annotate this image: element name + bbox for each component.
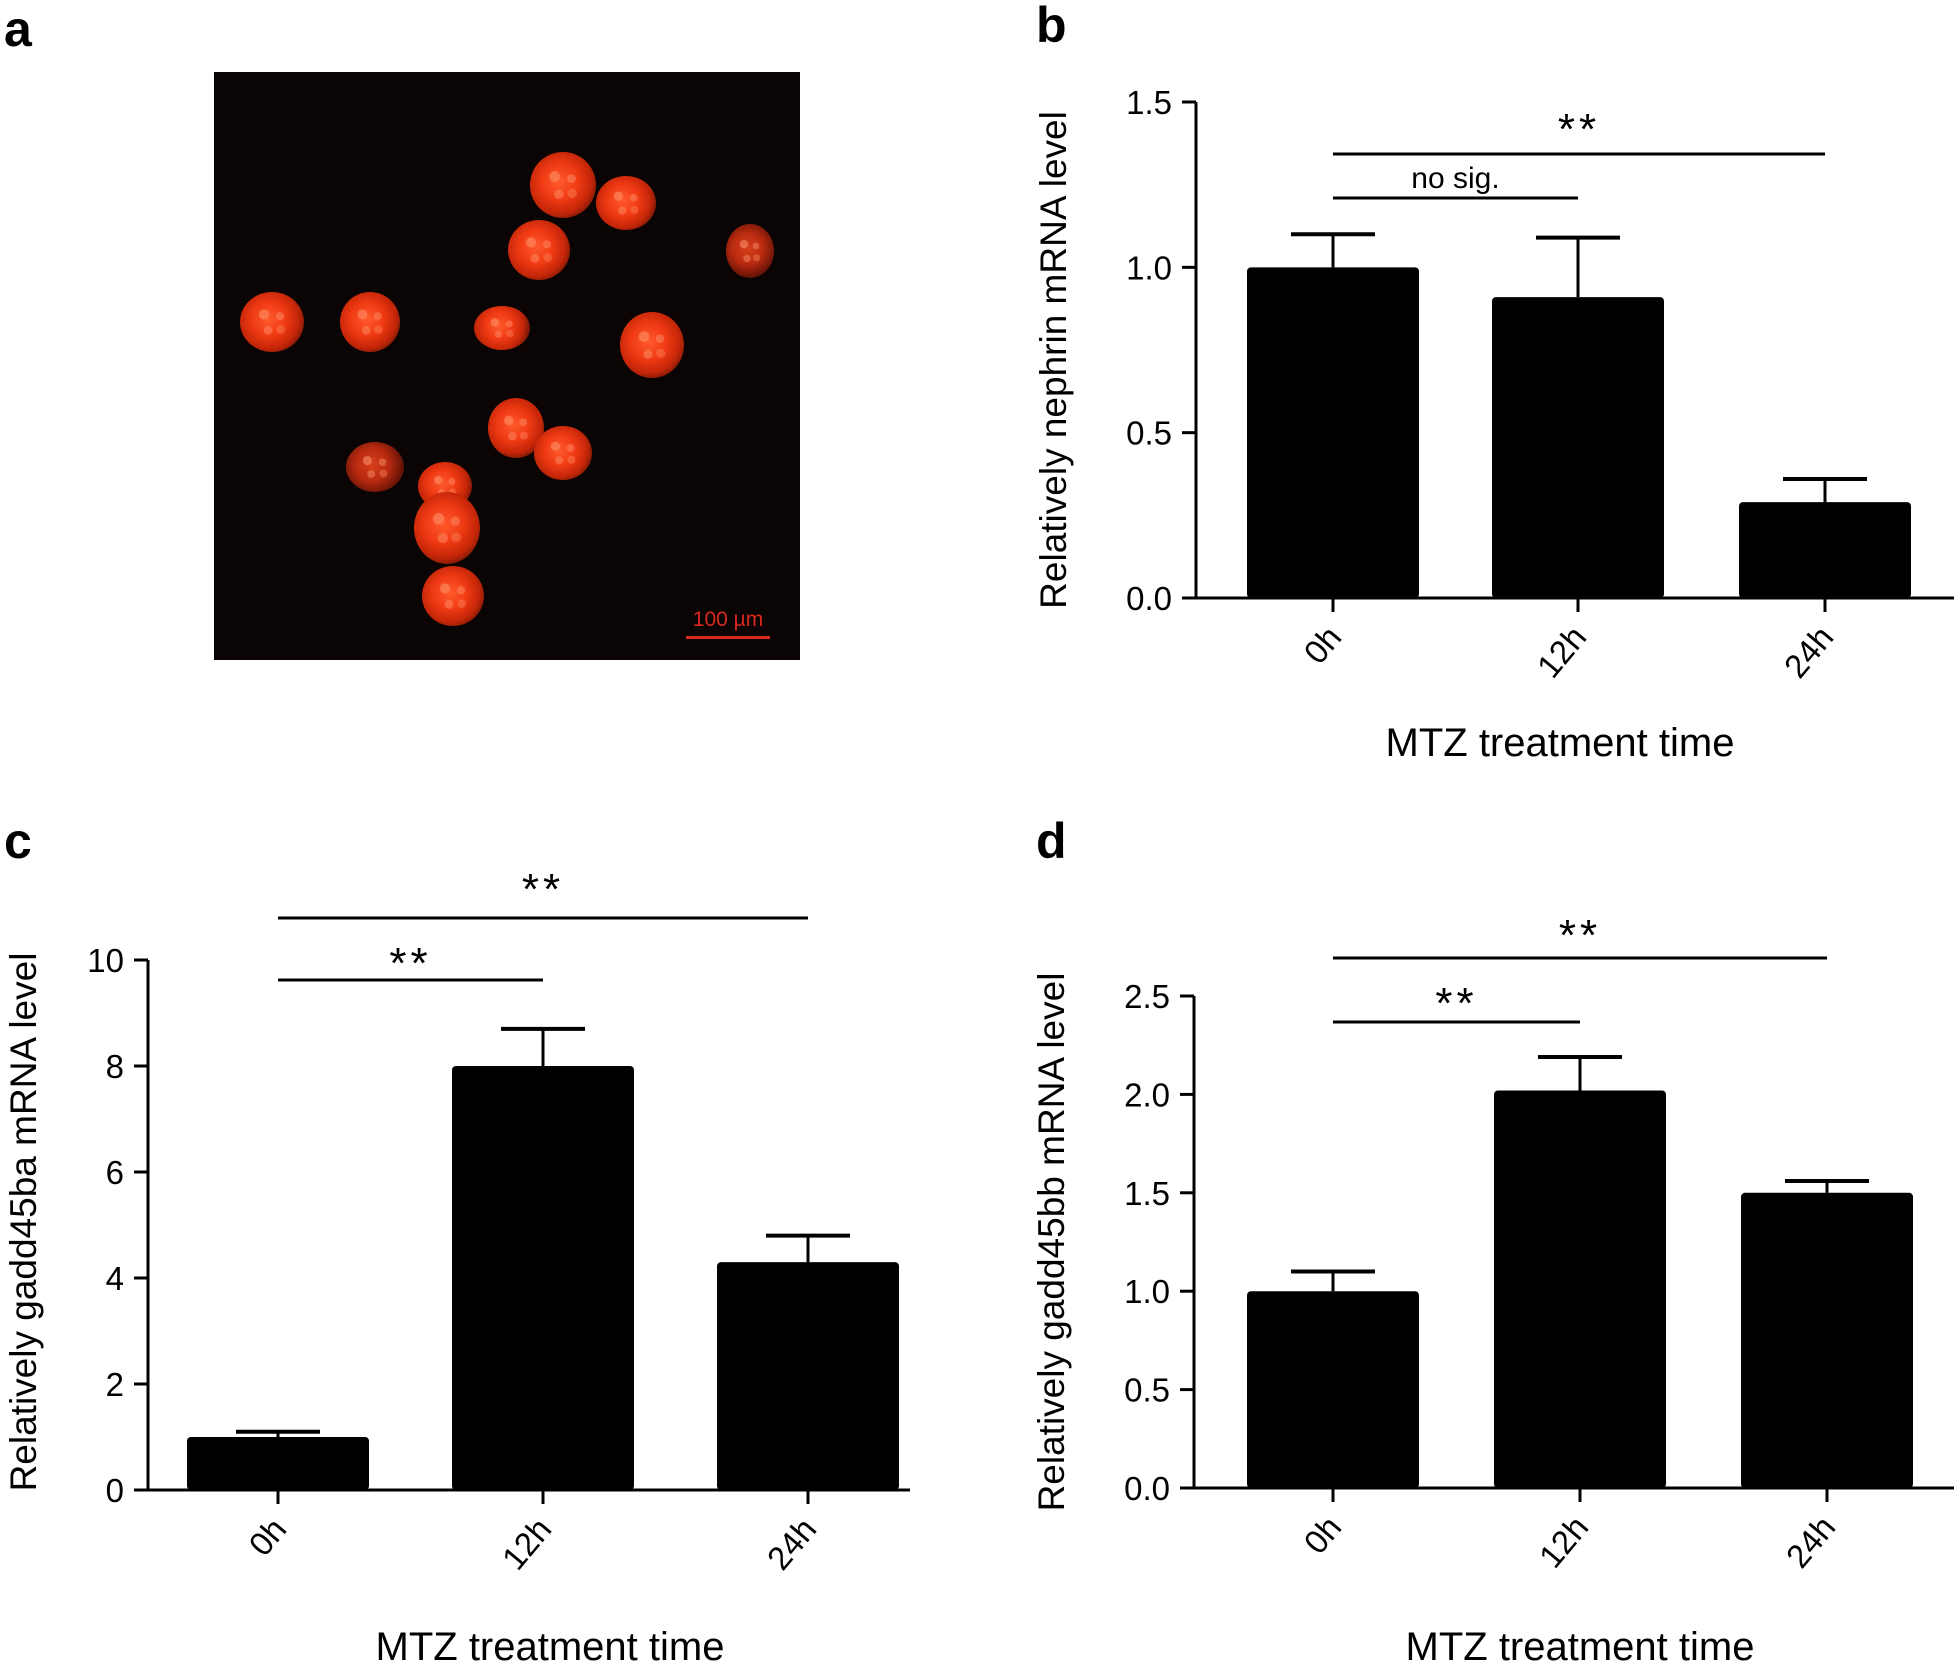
y-tick-label: 2.0 — [1124, 1076, 1170, 1113]
panel-letter-c: c — [4, 813, 32, 869]
chart-b-nephrin: b 0.0 0.5 1.0 1.5 0h 12h 24h no sig. ** Relatively… — [1033, 0, 1954, 765]
y-tick-label: 1.5 — [1126, 84, 1172, 121]
bar-12h — [452, 1066, 634, 1490]
bar-24h — [1741, 1192, 1913, 1488]
significance-label: ** — [522, 865, 564, 914]
y-axis-label: Relatively gadd45bb mRNA level — [1031, 973, 1072, 1512]
y-tick-label: 0 — [106, 1472, 124, 1509]
x-axis-label: MTZ treatment time — [376, 1625, 725, 1669]
significance-label: ** — [1558, 105, 1600, 154]
panel-letter-d: d — [1036, 813, 1067, 869]
panel-letter-a: a — [4, 1, 32, 57]
significance-label: no sig. — [1411, 162, 1499, 195]
x-tick-label: 0h — [1296, 1509, 1348, 1561]
cell-blob — [340, 292, 400, 352]
cell-blob — [346, 442, 404, 492]
y-tick-label: 1.0 — [1124, 1273, 1170, 1310]
bar-0h — [1247, 1291, 1419, 1488]
y-tick-label: 0.5 — [1126, 415, 1172, 452]
y-tick-label: 0.0 — [1126, 580, 1172, 617]
x-tick-label: 12h — [1530, 619, 1594, 685]
cell-blob — [726, 224, 774, 278]
y-tick-label: 1.5 — [1124, 1175, 1170, 1212]
y-tick-label: 0.5 — [1124, 1372, 1170, 1409]
y-tick-label: 6 — [106, 1154, 124, 1191]
x-tick-label: 12h — [495, 1511, 559, 1577]
significance-label: ** — [1559, 911, 1601, 960]
x-tick-label: 12h — [1532, 1509, 1596, 1575]
bar-0h — [187, 1437, 369, 1490]
chart-d-gadd45bb: d 0.0 0.5 1.0 1.5 2.0 2.5 0h 12h 24h ** ** Relativel… — [1031, 813, 1954, 1669]
significance-label: ** — [389, 939, 431, 988]
cell-blob — [414, 492, 480, 564]
y-tick-label: 1.0 — [1126, 249, 1172, 286]
x-tick-label: 24h — [760, 1511, 824, 1577]
cell-blob — [240, 292, 304, 352]
significance-label: ** — [1435, 979, 1477, 1028]
bar-0h — [1247, 267, 1419, 598]
cell-blob — [488, 398, 544, 458]
x-axis-label: MTZ treatment time — [1406, 1625, 1755, 1669]
bar-12h — [1492, 297, 1664, 598]
y-tick-label: 4 — [106, 1260, 124, 1297]
bar-12h — [1494, 1090, 1666, 1488]
y-tick-label: 0.0 — [1124, 1470, 1170, 1507]
y-axis-label: Relatively gadd45ba mRNA level — [3, 953, 44, 1492]
y-tick-label: 10 — [87, 942, 124, 979]
y-axis-label: Relatively nephrin mRNA level — [1033, 111, 1074, 609]
x-tick-label: 24h — [1779, 1509, 1843, 1575]
x-tick-label: 0h — [241, 1511, 293, 1563]
bar-24h — [1739, 502, 1911, 598]
cell-blob — [474, 306, 530, 350]
cell-blob — [530, 152, 596, 218]
scale-bar-label: 100 µm — [692, 608, 764, 631]
cell-blob — [534, 426, 592, 480]
x-tick-label: 0h — [1296, 619, 1348, 671]
x-tick-label: 24h — [1777, 619, 1841, 685]
scale-bar — [686, 636, 770, 639]
cell-blob — [422, 566, 484, 626]
fluorescence-micrograph — [214, 72, 800, 660]
cell-blob — [620, 312, 684, 378]
y-tick-label: 8 — [106, 1048, 124, 1085]
cell-blob — [508, 220, 570, 280]
x-axis-label: MTZ treatment time — [1386, 721, 1735, 765]
panel-letter-b: b — [1036, 0, 1067, 53]
bar-24h — [717, 1262, 899, 1490]
y-tick-label: 2.5 — [1124, 978, 1170, 1015]
cell-blob — [596, 176, 656, 230]
chart-c-gadd45ba: c 0 2 4 6 8 10 0h 12h 24h ** ** Relatively gadd45ba … — [3, 813, 910, 1669]
y-tick-label: 2 — [106, 1366, 124, 1403]
